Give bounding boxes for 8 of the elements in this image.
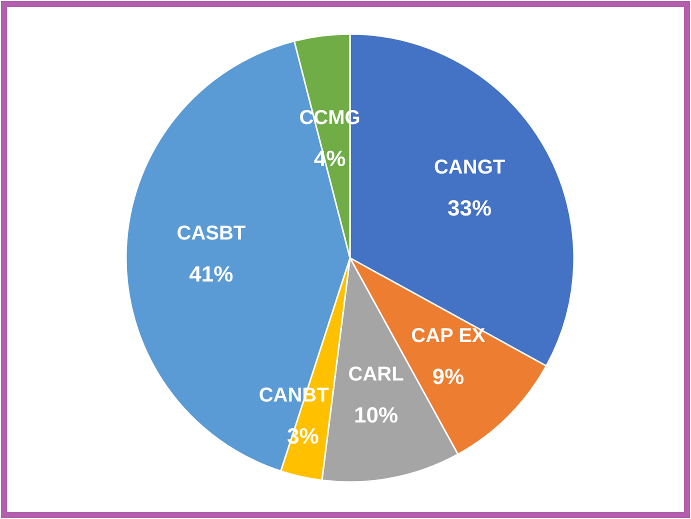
data-label: 10% bbox=[354, 402, 398, 428]
slice-label: CAP EX bbox=[411, 325, 486, 348]
data-label: 33% bbox=[448, 195, 492, 220]
slice-label: CASBT bbox=[176, 222, 246, 245]
slice-label: CARL bbox=[348, 363, 404, 386]
data-label: 41% bbox=[189, 262, 234, 287]
slice-label: CANGT bbox=[434, 156, 506, 178]
data-label: 9% bbox=[432, 364, 464, 390]
